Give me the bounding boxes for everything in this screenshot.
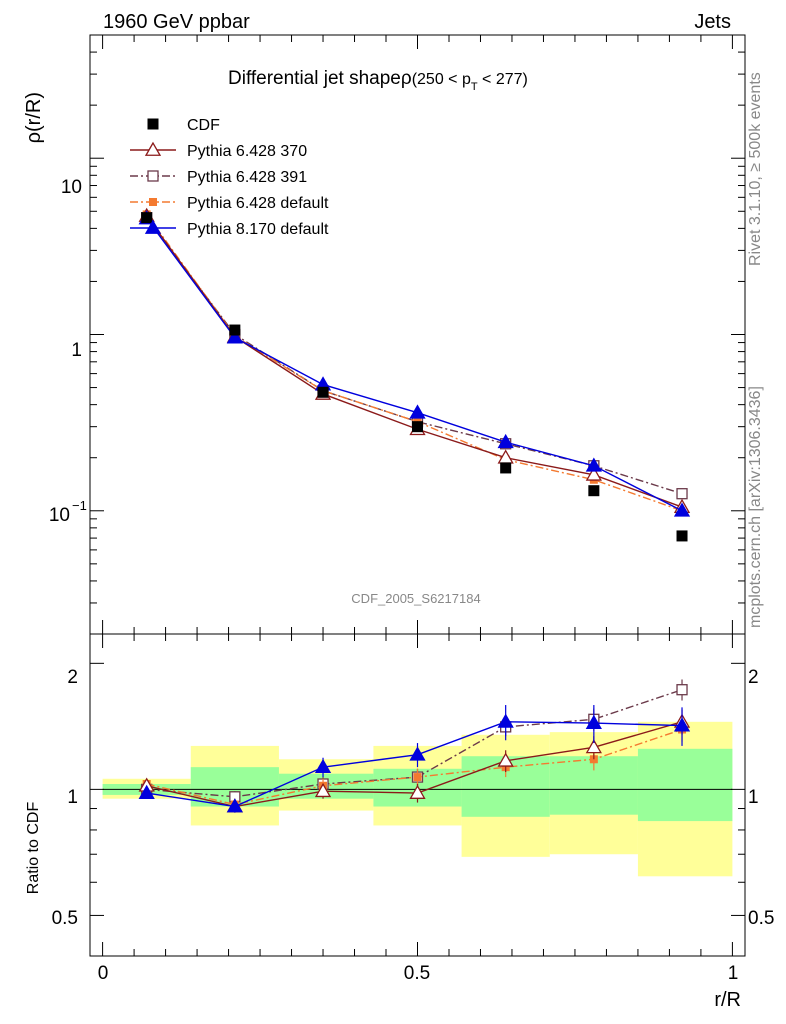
main-series-line-p8	[146, 218, 683, 512]
ratio-point-p8	[314, 758, 332, 774]
main-point-cdf	[317, 386, 329, 398]
ratio-point-p370	[497, 752, 514, 767]
ratio-ytick-label-right: 1	[748, 787, 759, 808]
ratio-point-p8	[673, 717, 691, 732]
main-series-line-p370	[146, 215, 683, 508]
ratio-ytick-label: 1	[67, 787, 78, 808]
plot-layer	[89, 34, 746, 957]
ratio-ytick-label-right: 2	[748, 667, 759, 688]
ratio-point-p391	[676, 684, 688, 696]
main-point-cdf	[141, 212, 153, 224]
legend-label-cdf: CDF	[187, 117, 220, 134]
legend-marker-p370	[144, 141, 162, 156]
main-point-p8	[226, 329, 243, 344]
main-point-cdf	[229, 324, 241, 336]
legend-marker-p8	[144, 219, 162, 234]
ratio-point-p370	[409, 784, 426, 799]
main-series-line-p391	[146, 217, 683, 495]
main-title-end: < 277)	[478, 71, 528, 88]
main-point-p8	[673, 502, 691, 517]
ratio-point-pdef	[413, 773, 422, 782]
main-point-cdf	[500, 462, 512, 474]
main-point-p391	[676, 488, 688, 500]
main-point-cdf	[588, 485, 600, 497]
main-title: Differential jet shapeρ(250 < pT < 277)	[228, 68, 528, 93]
ratio-ytick-label-right: 0.5	[748, 908, 774, 929]
ratio-point-p8	[226, 798, 243, 813]
main-ylabel: ρ(r/R)	[23, 92, 45, 143]
main-series-line-pdef	[146, 213, 683, 512]
main-ytick-base: 10	[49, 505, 70, 526]
main-point-cdf	[412, 421, 423, 433]
ratio-point-p370	[314, 782, 332, 798]
main-title-range: (250 < p	[412, 71, 471, 88]
xtick-label: 1	[728, 963, 739, 984]
main-point-p8	[497, 433, 514, 449]
main-title-text: Differential jet shapeρ	[228, 68, 412, 89]
ratio-point-p8	[497, 713, 514, 728]
xtick-label: 0	[98, 963, 109, 984]
main-ytick-label: 1	[71, 340, 82, 361]
legend-label-pdef: Pythia 6.428 default	[187, 195, 329, 212]
ratio-point-p8	[138, 784, 155, 799]
ratio-point-p8	[585, 714, 602, 729]
main-point-p370	[585, 466, 602, 481]
main-point-cdf	[676, 530, 688, 542]
main-point-p8	[409, 404, 426, 419]
ratio-ytick-label: 0.5	[52, 908, 78, 929]
analysis-id: CDF_2005_S6217184	[351, 591, 480, 606]
ratio-ytick-label: 2	[67, 667, 78, 688]
rivet-label: Rivet 3.1.10, ≥ 500k events	[747, 72, 764, 266]
main-ytick-label: 10	[61, 177, 82, 198]
legend-label-p8: Pythia 8.170 default	[187, 221, 329, 238]
xtick-label: 0.5	[404, 963, 430, 984]
process-label: Jets	[694, 11, 731, 33]
legend-marker-p391	[147, 170, 159, 182]
ratio-xlabel: r/R	[714, 989, 741, 1011]
main-ytick-label: 10	[49, 505, 70, 526]
ratio-band-inner	[637, 748, 733, 822]
legend-label-p391: Pythia 6.428 391	[187, 169, 307, 186]
main-ytick-exponent: −1	[72, 498, 87, 513]
ratio-point-p370	[585, 739, 602, 754]
ratio-ylabel: Ratio to CDF	[25, 802, 42, 895]
main-point-p8	[585, 457, 602, 472]
ratio-point-p8	[409, 746, 426, 761]
mcplots-label: mcplots.cern.ch [arXiv:1306.3436]	[747, 386, 764, 628]
energy-label: 1960 GeV ppbar	[103, 11, 250, 33]
legend-marker-cdf	[147, 118, 159, 130]
legend-label-p370: Pythia 6.428 370	[187, 143, 307, 160]
main-title-sub: T	[471, 81, 478, 93]
legend-marker-pdef	[149, 198, 157, 206]
